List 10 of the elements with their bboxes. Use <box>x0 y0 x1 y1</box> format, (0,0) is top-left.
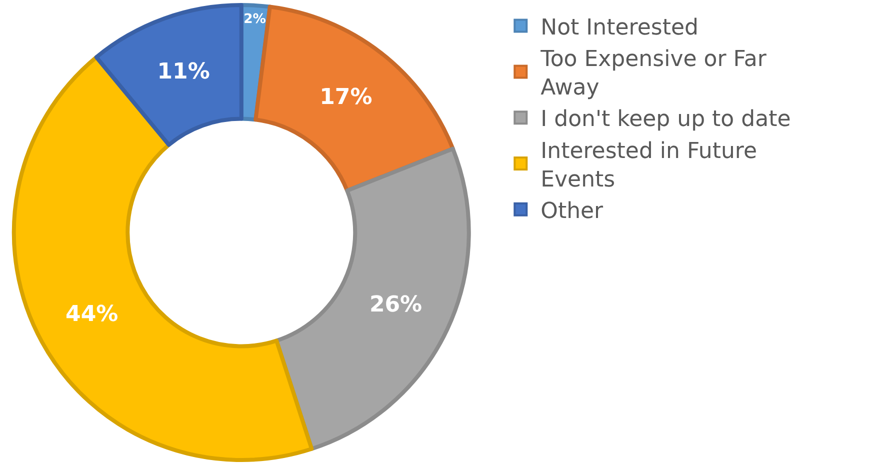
legend-label: Other <box>540 198 604 224</box>
data-label: 11% <box>157 59 210 84</box>
legend-label: Not Interested <box>540 15 698 40</box>
data-label: 17% <box>320 85 372 110</box>
data-label: 44% <box>66 302 118 328</box>
data-label: 2% <box>244 12 266 27</box>
data-label: 26% <box>369 292 422 318</box>
legend-label: Too Expensive or Far Away <box>540 46 768 101</box>
legend-label: Interested in Future Events <box>540 138 758 192</box>
legend-label: I don't keep up to date <box>540 107 791 132</box>
